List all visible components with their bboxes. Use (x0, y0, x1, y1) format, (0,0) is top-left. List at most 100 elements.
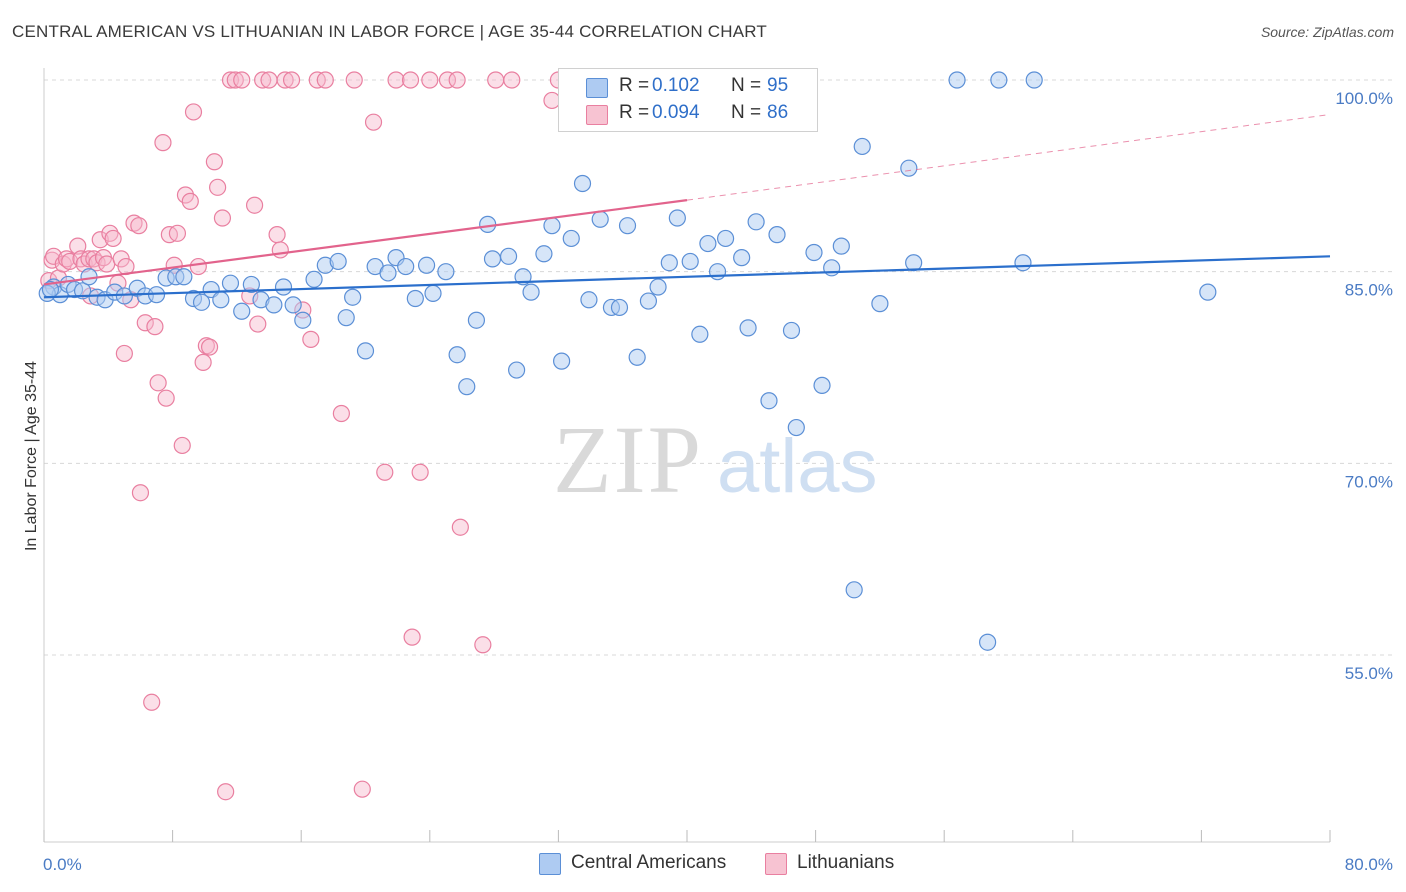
central-american-point (274, 278, 293, 296)
lithuanian-point (233, 71, 251, 89)
central-american-point (1199, 283, 1217, 301)
lithuanian-point (316, 71, 334, 89)
central-american-point (499, 247, 518, 265)
central-american-point (681, 252, 699, 271)
lithuanian-point (271, 241, 289, 259)
central-american-points (38, 71, 1217, 651)
lithuanian-point (130, 217, 148, 235)
lithuanian-point (487, 71, 505, 89)
y-tick-label: 55.0% (1345, 664, 1393, 683)
lithuanian-point (403, 628, 421, 646)
lithuanian-point (194, 353, 212, 371)
central-american-point (787, 418, 805, 437)
central-american-point (406, 289, 424, 308)
x-tick-label: 0.0% (43, 855, 82, 874)
source-label: Source: ZipAtlas.com (1260, 24, 1394, 40)
chart-title: CENTRAL AMERICAN VS LITHUANIAN IN LABOR … (12, 22, 767, 41)
central-american-point (639, 292, 658, 310)
lithuanian-point (226, 71, 244, 89)
watermark-zip: ZIP (553, 406, 703, 513)
central-american-point (1025, 71, 1043, 89)
central-american-point (483, 250, 502, 268)
lithuanian-point (260, 71, 278, 89)
lithuanian-point (401, 71, 420, 89)
lithuanian-point (125, 214, 143, 232)
central-american-point (813, 376, 831, 394)
n-value: 95 (767, 75, 789, 96)
r-label: R = (619, 75, 650, 96)
lithuanian-point (184, 103, 203, 121)
lithuanian-point (131, 484, 150, 502)
central-american-point (805, 243, 823, 262)
central-american-point (417, 256, 436, 274)
r-label: R = (619, 102, 650, 123)
lithuanian-point (157, 389, 175, 407)
n-label: N = (731, 102, 762, 123)
y-tick-label: 70.0% (1345, 472, 1393, 491)
central-american-point (397, 257, 415, 276)
lithuanian-point (61, 252, 79, 271)
central-american-point (437, 263, 455, 281)
lithuanian-point (205, 153, 223, 171)
lithuanian-point (209, 178, 227, 196)
central-american-point (900, 159, 918, 177)
lithuanian-point (448, 71, 466, 89)
central-american-point (618, 217, 637, 235)
central-american-point (458, 378, 476, 396)
central-american-point (233, 302, 251, 320)
central-american-point (733, 249, 751, 267)
lithuanian-point (57, 250, 76, 268)
central-american-point (610, 298, 629, 317)
central-american-point (649, 278, 667, 296)
central-american-point (990, 71, 1008, 89)
trend-lines (43, 114, 1331, 299)
lithuanian-point (249, 315, 267, 333)
central-american-point (760, 392, 778, 410)
central-american-point (782, 321, 801, 340)
lithuanian-point (146, 318, 164, 336)
gridlines (44, 79, 1395, 656)
central-american-point (591, 210, 609, 228)
central-american-point (175, 268, 193, 286)
central-american-point (379, 264, 397, 282)
central-american-point (562, 229, 580, 248)
lithuanian-point (181, 192, 199, 210)
central-american-point (242, 275, 260, 294)
lithuanian-point (376, 463, 394, 481)
legend-row-central: R = 0.102 N = 95 (559, 73, 817, 101)
central-american-point (699, 234, 717, 253)
lithuanian-point (200, 338, 219, 356)
central-american-point (265, 296, 283, 314)
central-american-point (337, 309, 355, 327)
central-american-point (284, 296, 302, 314)
lithuanian-point (438, 71, 457, 89)
lithuanian-point (168, 224, 187, 242)
lithuanian-point (154, 134, 172, 152)
central-american-point (768, 226, 786, 244)
lithuanian-swatch (586, 105, 608, 125)
lithuanian-point (173, 436, 191, 455)
central-american-point (192, 293, 211, 311)
lithuanian-point (421, 71, 439, 89)
central-american-point (329, 252, 347, 271)
central-american-point (424, 284, 442, 302)
lithuanian-point (254, 71, 272, 89)
central-american-point (660, 254, 678, 272)
central-american-point (535, 245, 553, 263)
central-american-point (628, 348, 646, 366)
lithuanian-point (149, 374, 167, 392)
central-american-point (212, 291, 230, 309)
x-tick-label: 80.0% (1345, 855, 1393, 874)
lithuanian-point (213, 209, 232, 227)
central-american-point (356, 342, 375, 360)
legend-row-lithuanian: R = 0.094 N = 86 (559, 100, 817, 128)
lithuanian-point (474, 636, 492, 654)
y-axis-label: In Labor Force | Age 35-44 (23, 361, 40, 551)
lithuanian-point (189, 257, 207, 276)
lithuanian-point (217, 783, 235, 801)
lithuanian-point (387, 71, 405, 89)
central-american-point (853, 137, 871, 156)
correlation-legend: R = 0.102 N = 95 R = 0.094 N = 86 (558, 68, 818, 132)
central-american-point (221, 274, 240, 292)
central-american-point (508, 361, 526, 379)
